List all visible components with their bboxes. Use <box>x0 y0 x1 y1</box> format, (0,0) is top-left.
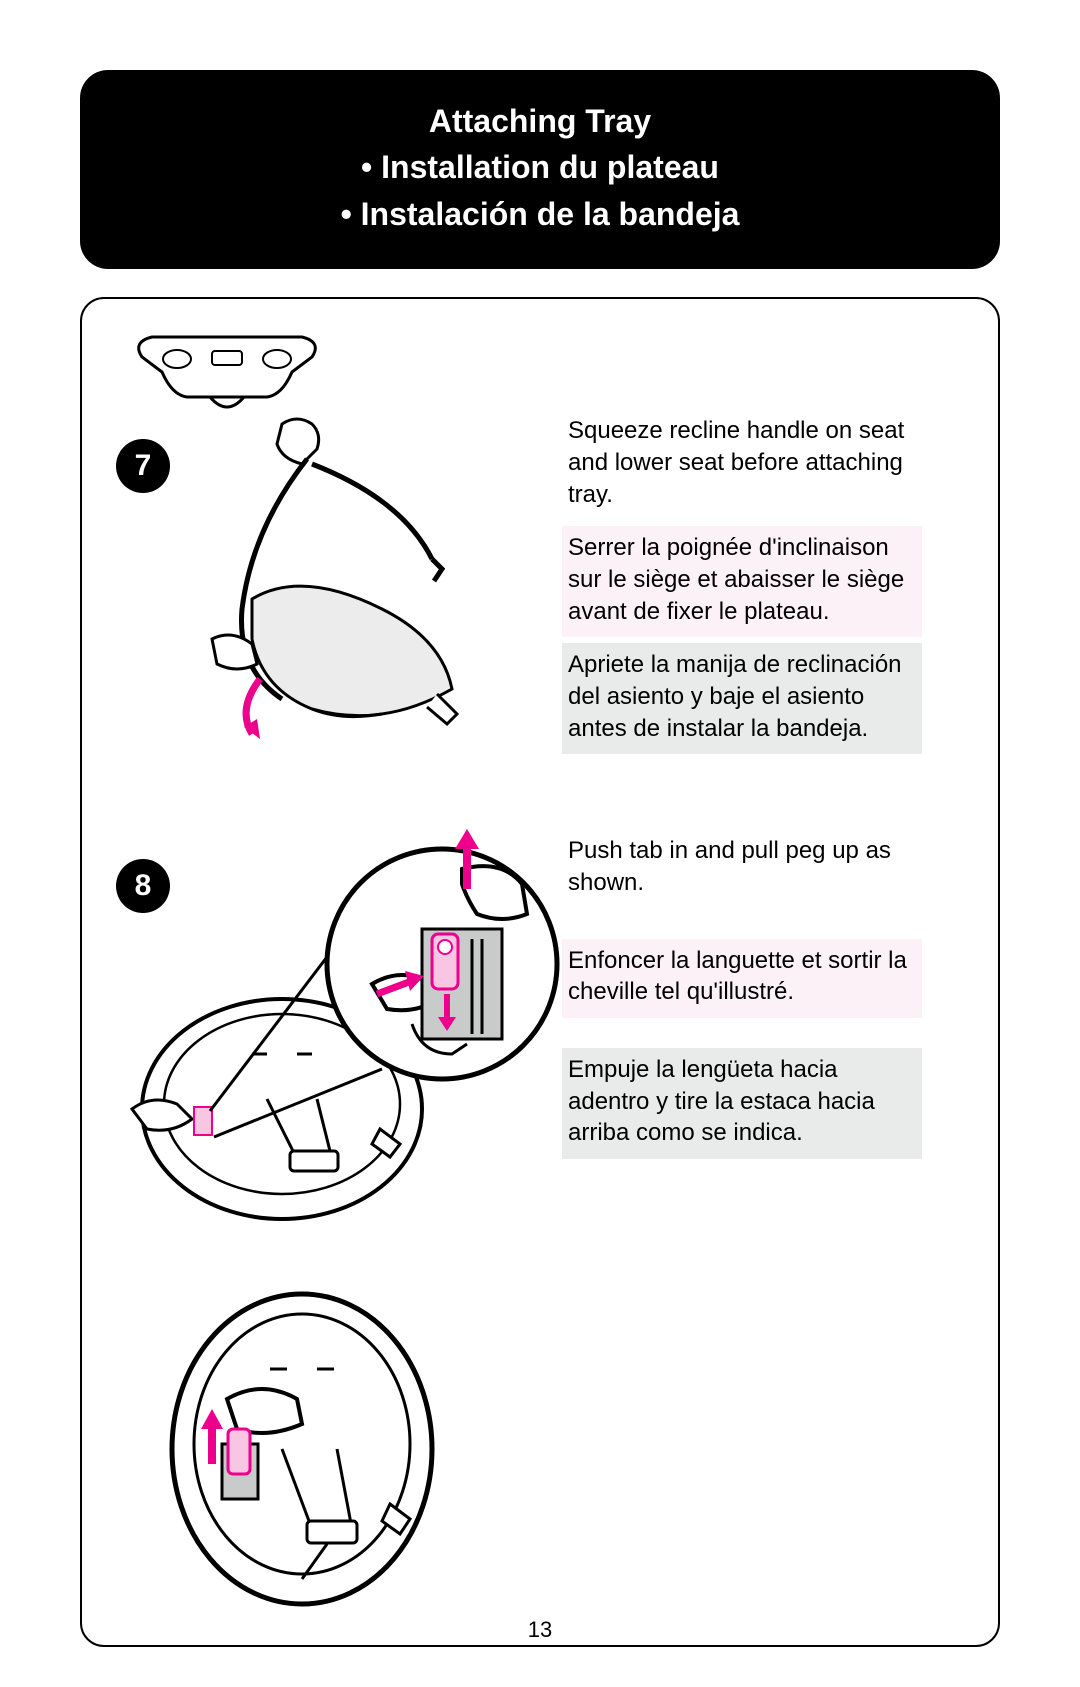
header-line-en: Attaching Tray <box>120 98 960 144</box>
page: Attaching Tray • Installation du plateau… <box>0 0 1080 1687</box>
step-number-7: 7 <box>135 449 152 483</box>
step8-en: Push tab in and pull peg up as shown. <box>562 829 922 908</box>
seat-bottom-illustration <box>152 1279 452 1619</box>
step7-fr: Serrer la poignée d'inclinaison sur le s… <box>562 526 922 637</box>
header-line-fr: • Installation du plateau <box>120 144 960 190</box>
content-panel: 7 Squeeze recline handle on seat and low… <box>80 297 1000 1647</box>
step8-fr: Enfoncer la languette et sortir la chevi… <box>562 939 922 1018</box>
page-number: 13 <box>0 1617 1080 1643</box>
step8-es: Empuje la lengüeta hacia adentro y tire … <box>562 1048 922 1159</box>
header-line-es: • Instalación de la bandeja <box>120 191 960 237</box>
step-badge-7: 7 <box>116 439 170 493</box>
header-title-box: Attaching Tray • Installation du plateau… <box>80 70 1000 269</box>
step8-text-column: Push tab in and pull peg up as shown. En… <box>562 829 922 1165</box>
seat-recline-illustration <box>182 409 502 749</box>
step7-en: Squeeze recline handle on seat and lower… <box>562 409 922 520</box>
step7-text-column: Squeeze recline handle on seat and lower… <box>562 409 922 760</box>
step7-es: Apriete la manija de reclinación del asi… <box>562 643 922 754</box>
seat-tab-illustration <box>122 829 572 1259</box>
